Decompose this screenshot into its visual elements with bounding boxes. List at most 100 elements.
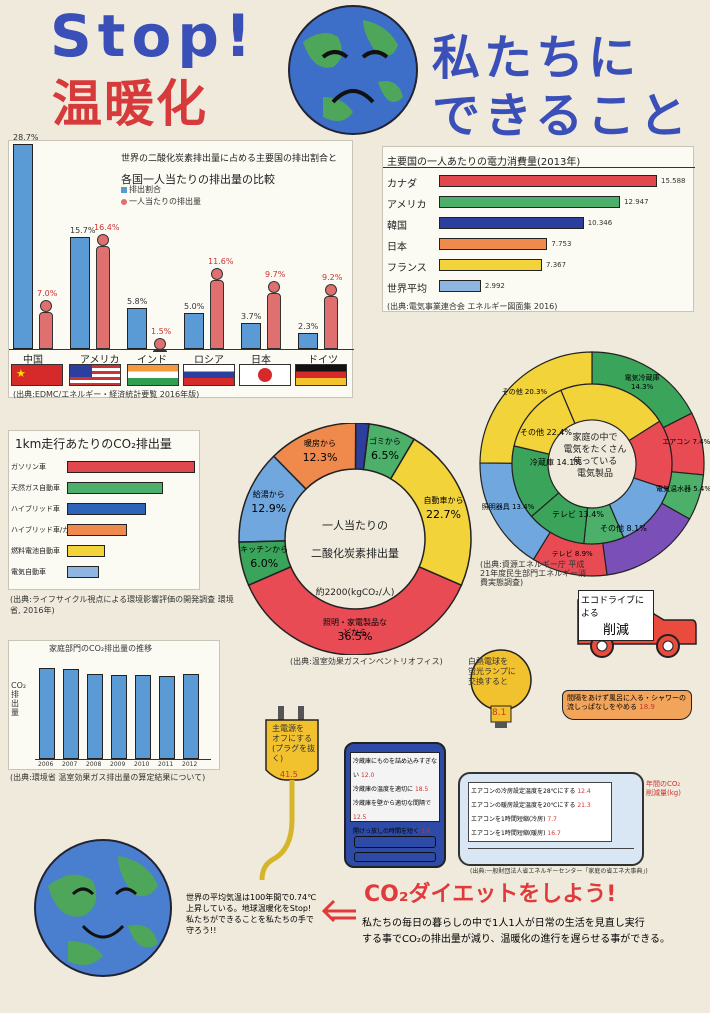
per-capita-label: 11.6% — [208, 256, 234, 266]
plug-icon — [259, 706, 319, 881]
donut-center-1: 一人当たりの — [322, 519, 388, 532]
appliance-slice-label: エアコン 7.4% — [662, 438, 710, 447]
ac-tip-3-value: 7.7 — [547, 816, 557, 823]
share-bar — [127, 307, 147, 349]
annual-year-label: 2006 — [38, 761, 54, 768]
share-bar — [184, 313, 204, 349]
ac-vent-line — [468, 848, 634, 849]
shower-text: 間隔をあけず風呂に入る・シャワーの流しっぱなしをやめる — [567, 694, 686, 711]
transport-title: 1km走行あたりのCO₂排出量 — [15, 437, 172, 451]
tips-source: (出典:一般財団法人省エネルギーセンター「家庭の省エネ大事典」) — [470, 868, 648, 875]
share-bar — [241, 322, 261, 349]
per-capita-label: 9.2% — [322, 273, 343, 283]
annual-bar — [159, 676, 175, 759]
fridge-tip-1-value: 12.0 — [360, 772, 375, 779]
title-stop: Stop! — [50, 2, 258, 70]
flag-japan-icon — [239, 364, 291, 386]
electricity-bar — [439, 217, 584, 229]
person-head-icon — [97, 234, 109, 246]
electricity-bar — [439, 175, 657, 187]
ac-tip-2-value: 21.3 — [577, 802, 591, 809]
transport-bar — [67, 524, 128, 536]
bathtub: 間隔をあけず風呂に入る・シャワーの流しっぱなしをやめる 18.9 — [562, 690, 692, 720]
person-body-icon — [324, 296, 338, 349]
earth-note-3: 私たちができることを私たちの手で — [186, 915, 314, 924]
earth-note-4: 守ろう!! — [186, 926, 217, 935]
fridge-tip-2: 冷蔵庫の温度を適切に — [353, 786, 414, 793]
appliance-slice-label: 電気冷蔵庫 14.3% — [624, 374, 660, 392]
bulb-text-1: 白熱電球を — [468, 657, 508, 666]
appliance-source: (出典:資源エネルギー庁 平成21年度民生部門エネルギー消費実態調査) — [480, 560, 587, 587]
donut-value-label: 12.9% — [251, 502, 287, 516]
annual-panel: 家庭部門のCO₂排出量の推移 CO₂排出量 2006 2007 2008 2009 20… — [8, 640, 220, 770]
appliance-center-2: 電気をたくさん — [563, 445, 627, 455]
share-value-label: 5.8% — [127, 296, 148, 306]
earth-note-2: 上昇している。地球温暖化をStop! — [186, 904, 312, 913]
share-value-label: 28.7% — [13, 133, 39, 142]
diet-body-1: 私たちの毎日の暮らしの中で1人1人が日常の生活を見直し実行 — [362, 918, 645, 929]
person-head-icon — [40, 299, 52, 312]
per-capita-label: 9.7% — [265, 269, 286, 279]
electricity-bar — [439, 238, 548, 250]
plug-text-3: (プラグを抜く) — [272, 744, 316, 763]
share-category-label: ロシア — [194, 355, 224, 366]
transport-source: (出典:ライフサイクル視点による環境影響評価の開発調査 環境省, 2016年) — [10, 595, 234, 615]
legend-per: 一人当たりの排出量 — [129, 197, 201, 206]
annual-bar — [111, 675, 127, 759]
title-line2: できること — [432, 88, 692, 144]
bulb-text-2: 蛍光ランプに — [468, 667, 516, 676]
donut-value-label: 36.5% — [337, 630, 373, 643]
plug-text-2: オフにする — [272, 734, 313, 743]
electricity-category-label: 世界平均 — [387, 284, 427, 295]
appliance-center-4: 電気製品 — [576, 469, 613, 479]
shower-value: 18.9 — [639, 703, 655, 711]
ac-tip-3: エアコンを1時間短縮(冷房) — [471, 816, 546, 823]
annual-note: 年間のCO₂ 削減量(kg) — [646, 780, 706, 798]
air-conditioner-icon: エアコンの冷房設定温度を28℃にする 12.4 エアコンの暖房設定温度を20℃に… — [458, 772, 644, 866]
transport-panel: 1km走行あたりのCO₂排出量 ガソリン車 天然ガス自動車 ハイブリッド車 ハイブリッ… — [8, 430, 200, 590]
electricity-source: (出典:電気事業連合会 エネルギー図面集 2016) — [387, 302, 558, 311]
transport-category-label: ハイブリッド車/ガソリン — [11, 526, 67, 534]
electricity-value-label: 7.753 — [551, 240, 572, 248]
appliance-inner-label: その他 8.1% — [600, 524, 647, 533]
fridge-tip-2-value: 18.5 — [414, 786, 429, 793]
plug-text-1: 主電源を — [272, 724, 304, 733]
share-baseline — [9, 349, 354, 350]
earth-note: 世界の平均気温は100年間で0.74℃ 上昇している。地球温暖化をStop! 私… — [186, 892, 346, 936]
annual-bar — [183, 674, 199, 759]
flag-china-icon: ★ — [11, 364, 63, 386]
ac-tip-1: エアコンの冷房設定温度を28℃にする — [471, 788, 576, 795]
donut-center-3: 約2200(kgCO₂/人) — [315, 588, 395, 598]
title-line1: 私たちに — [432, 30, 641, 86]
electricity-bar — [439, 196, 621, 208]
fridge-drawer-1 — [354, 836, 436, 848]
person-body-icon — [267, 292, 281, 349]
annual-ylabel: CO₂排出量 — [11, 681, 27, 717]
transport-bar — [67, 545, 106, 557]
ac-list: エアコンの冷房設定温度を28℃にする 12.4 エアコンの暖房設定温度を20℃に… — [468, 782, 612, 842]
donut-source: (出典:温室効果ガスインベントリオフィス) — [290, 657, 443, 666]
share-bar — [298, 332, 318, 349]
per-capita-label: 1.5% — [151, 327, 172, 337]
donut-slice-label: 照明・家電製品などから — [323, 618, 387, 637]
person-body-icon — [96, 246, 110, 349]
plug-text: 主電源を オフにする (プラグを抜く) — [272, 724, 320, 764]
earth-note-1: 世界の平均気温は100年間で0.74℃ — [186, 893, 317, 902]
per-capita-label: 7.0% — [37, 288, 58, 298]
fridge-drawer-2 — [354, 852, 436, 862]
fridge-tip-1: 冷蔵庫にものを詰め込みすぎない — [353, 758, 438, 779]
electricity-bar — [439, 259, 543, 271]
light-bulb-icon — [470, 649, 532, 728]
co2-per-person-donut — [238, 423, 472, 655]
transport-bar — [67, 503, 147, 515]
legend-per-swatch — [121, 199, 127, 205]
share-value-label: 15.7% — [70, 225, 96, 235]
annual-baseline — [35, 759, 211, 760]
share-category-label: アメリカ — [80, 355, 120, 366]
bulb-text-3: 交換すると — [468, 677, 508, 686]
electricity-category-label: 日本 — [387, 242, 407, 253]
flag-india-icon — [127, 364, 179, 386]
flag-russia-icon — [183, 364, 235, 386]
fridge-list: 冷蔵庫にものを詰め込みすぎない 12.0 冷蔵庫の温度を適切に 18.5 冷蔵庫… — [350, 752, 440, 835]
